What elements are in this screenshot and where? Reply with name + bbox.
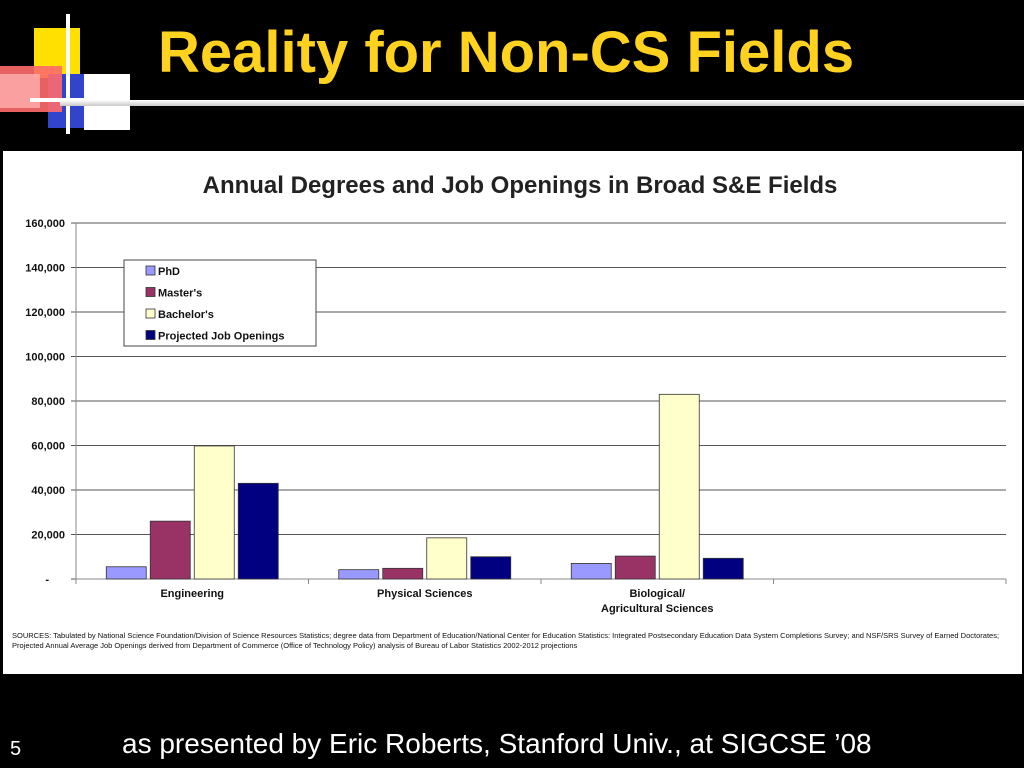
chart-title: Annual Degrees and Job Openings in Broad… (203, 172, 838, 199)
legend-label: PhD (158, 266, 180, 278)
presenter-footer: as presented by Eric Roberts, Stanford U… (122, 728, 872, 759)
x-tick-label: Biological/ (629, 588, 685, 600)
legend-swatch (145, 265, 156, 276)
y-tick-label: 80,000 (31, 396, 65, 408)
chart-sources: SOURCES: Tabulated by National Science F… (12, 631, 1000, 650)
bar (702, 557, 744, 580)
legend-label: Projected Job Openings (158, 331, 285, 343)
bar-chart: Annual Degrees and Job Openings in Broad… (25, 172, 1007, 615)
bar (149, 520, 191, 580)
bar (382, 567, 424, 580)
x-tick-label: Agricultural Sciences (601, 603, 714, 615)
y-tick-label: 100,000 (25, 352, 65, 364)
y-tick-label: 160,000 (25, 218, 65, 230)
slide-number: 5 (10, 738, 22, 760)
bar (570, 563, 612, 580)
legend-swatch (145, 308, 156, 319)
bar (614, 555, 656, 580)
y-tick-label: 20,000 (31, 530, 65, 542)
legend-label: Master's (158, 288, 202, 300)
y-tick-label: 60,000 (31, 441, 65, 453)
legend-box (123, 259, 317, 347)
legend-label: Bachelor's (158, 309, 214, 321)
y-tick-label: - (45, 574, 49, 586)
slide-logo (0, 14, 130, 134)
y-tick-label: 140,000 (25, 263, 65, 275)
x-tick-label: Physical Sciences (377, 588, 472, 600)
bar (193, 445, 235, 580)
bar (105, 566, 147, 580)
chart-panel: Annual Degrees and Job Openings in Broad… (3, 151, 1022, 674)
x-tick-label: Engineering (160, 588, 224, 600)
footer-clip: as presented by Eric Roberts, Stanford U… (0, 720, 1024, 768)
legend-swatch (145, 287, 156, 297)
title-rule (60, 100, 1024, 106)
bar (338, 569, 380, 580)
y-tick-label: 40,000 (31, 485, 65, 497)
bar (426, 537, 468, 580)
y-tick-label: 120,000 (25, 307, 65, 319)
slide-title: Reality for Non-CS Fields (158, 20, 855, 85)
legend-swatch (145, 330, 156, 340)
bar (658, 393, 700, 580)
bar (470, 556, 512, 580)
bar (237, 482, 279, 580)
